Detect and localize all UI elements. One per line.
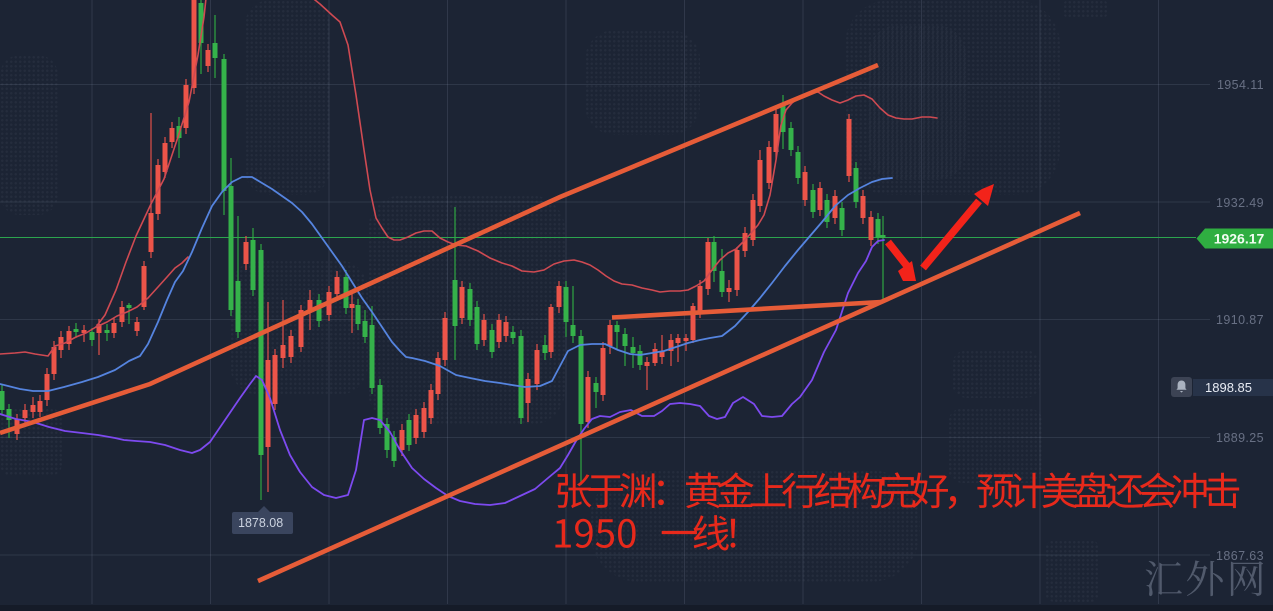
svg-text:1926.17: 1926.17 bbox=[1214, 231, 1265, 247]
